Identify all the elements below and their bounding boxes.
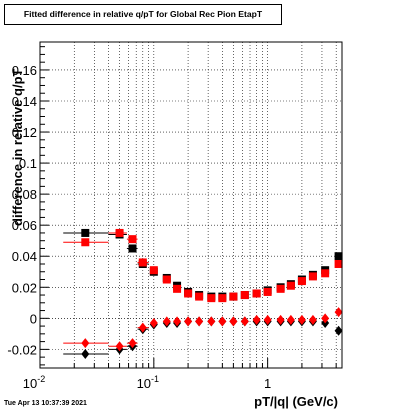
data-point bbox=[162, 316, 171, 327]
data-point bbox=[184, 316, 193, 327]
data-point bbox=[252, 314, 261, 325]
data-point bbox=[229, 316, 238, 327]
data-point bbox=[149, 317, 158, 328]
data-point bbox=[263, 287, 272, 296]
y-tick-label: 0.04 bbox=[12, 249, 37, 264]
data-point bbox=[308, 272, 317, 281]
data-point bbox=[218, 316, 227, 327]
data-point bbox=[334, 259, 343, 268]
data-point bbox=[297, 314, 306, 325]
data-point bbox=[218, 294, 227, 303]
y-tick-label: -0.02 bbox=[7, 342, 37, 357]
data-point bbox=[276, 284, 285, 293]
y-tick-label: 0.1 bbox=[19, 156, 37, 171]
data-point bbox=[173, 284, 182, 293]
data-point bbox=[128, 235, 137, 244]
chart-title-box: Fitted difference in relative q/pT for G… bbox=[4, 4, 282, 25]
y-tick-label: 0.06 bbox=[12, 218, 37, 233]
data-point bbox=[128, 338, 137, 349]
data-point bbox=[286, 281, 295, 290]
y-tick-label: 0.12 bbox=[12, 125, 37, 140]
y-axis-label: difference in relative q/pT bbox=[10, 68, 25, 227]
y-tick-label: 0.08 bbox=[12, 187, 37, 202]
data-point bbox=[138, 258, 147, 267]
data-point bbox=[286, 314, 295, 325]
data-point bbox=[252, 289, 261, 298]
data-point bbox=[149, 266, 158, 275]
x-axis-label: pT/|q| (GeV/c) bbox=[254, 394, 338, 409]
plot-frame-bg bbox=[40, 42, 342, 368]
data-point bbox=[240, 291, 249, 300]
data-point bbox=[207, 294, 216, 303]
data-point bbox=[195, 316, 204, 327]
data-point bbox=[81, 238, 90, 247]
data-point bbox=[321, 313, 330, 324]
plot-frame bbox=[39, 41, 343, 369]
data-point bbox=[276, 314, 285, 325]
data-point bbox=[263, 314, 272, 325]
data-point bbox=[207, 316, 216, 327]
data-point bbox=[195, 292, 204, 301]
x-tick-label-visual: 1 bbox=[264, 376, 271, 391]
data-point bbox=[81, 349, 90, 360]
data-point bbox=[334, 307, 343, 318]
data-point bbox=[115, 228, 124, 237]
data-point bbox=[81, 228, 90, 237]
y-tick-label: 0 bbox=[30, 311, 37, 326]
data-point bbox=[81, 338, 90, 349]
y-tick-label: 0.02 bbox=[12, 280, 37, 295]
data-point bbox=[115, 341, 124, 352]
y-tick-label: 0.16 bbox=[12, 63, 37, 78]
data-point bbox=[334, 325, 343, 336]
y-tick-label: 0.14 bbox=[12, 94, 37, 109]
data-point bbox=[173, 316, 182, 327]
data-point bbox=[162, 275, 171, 284]
data-point bbox=[240, 316, 249, 327]
data-point bbox=[138, 322, 147, 333]
data-point bbox=[184, 289, 193, 298]
data-point bbox=[308, 314, 317, 325]
data-point bbox=[321, 269, 330, 278]
data-point bbox=[334, 252, 343, 261]
data-point bbox=[128, 244, 137, 253]
timestamp: Tue Apr 13 10:37:39 2021 bbox=[4, 400, 87, 407]
x-tick-label-visual: 10-2 bbox=[23, 374, 45, 391]
x-tick-label-visual: 10-1 bbox=[137, 374, 159, 391]
data-point bbox=[229, 292, 238, 301]
data-point bbox=[297, 277, 306, 286]
chart-title: Fitted difference in relative q/pT for G… bbox=[23, 9, 263, 19]
